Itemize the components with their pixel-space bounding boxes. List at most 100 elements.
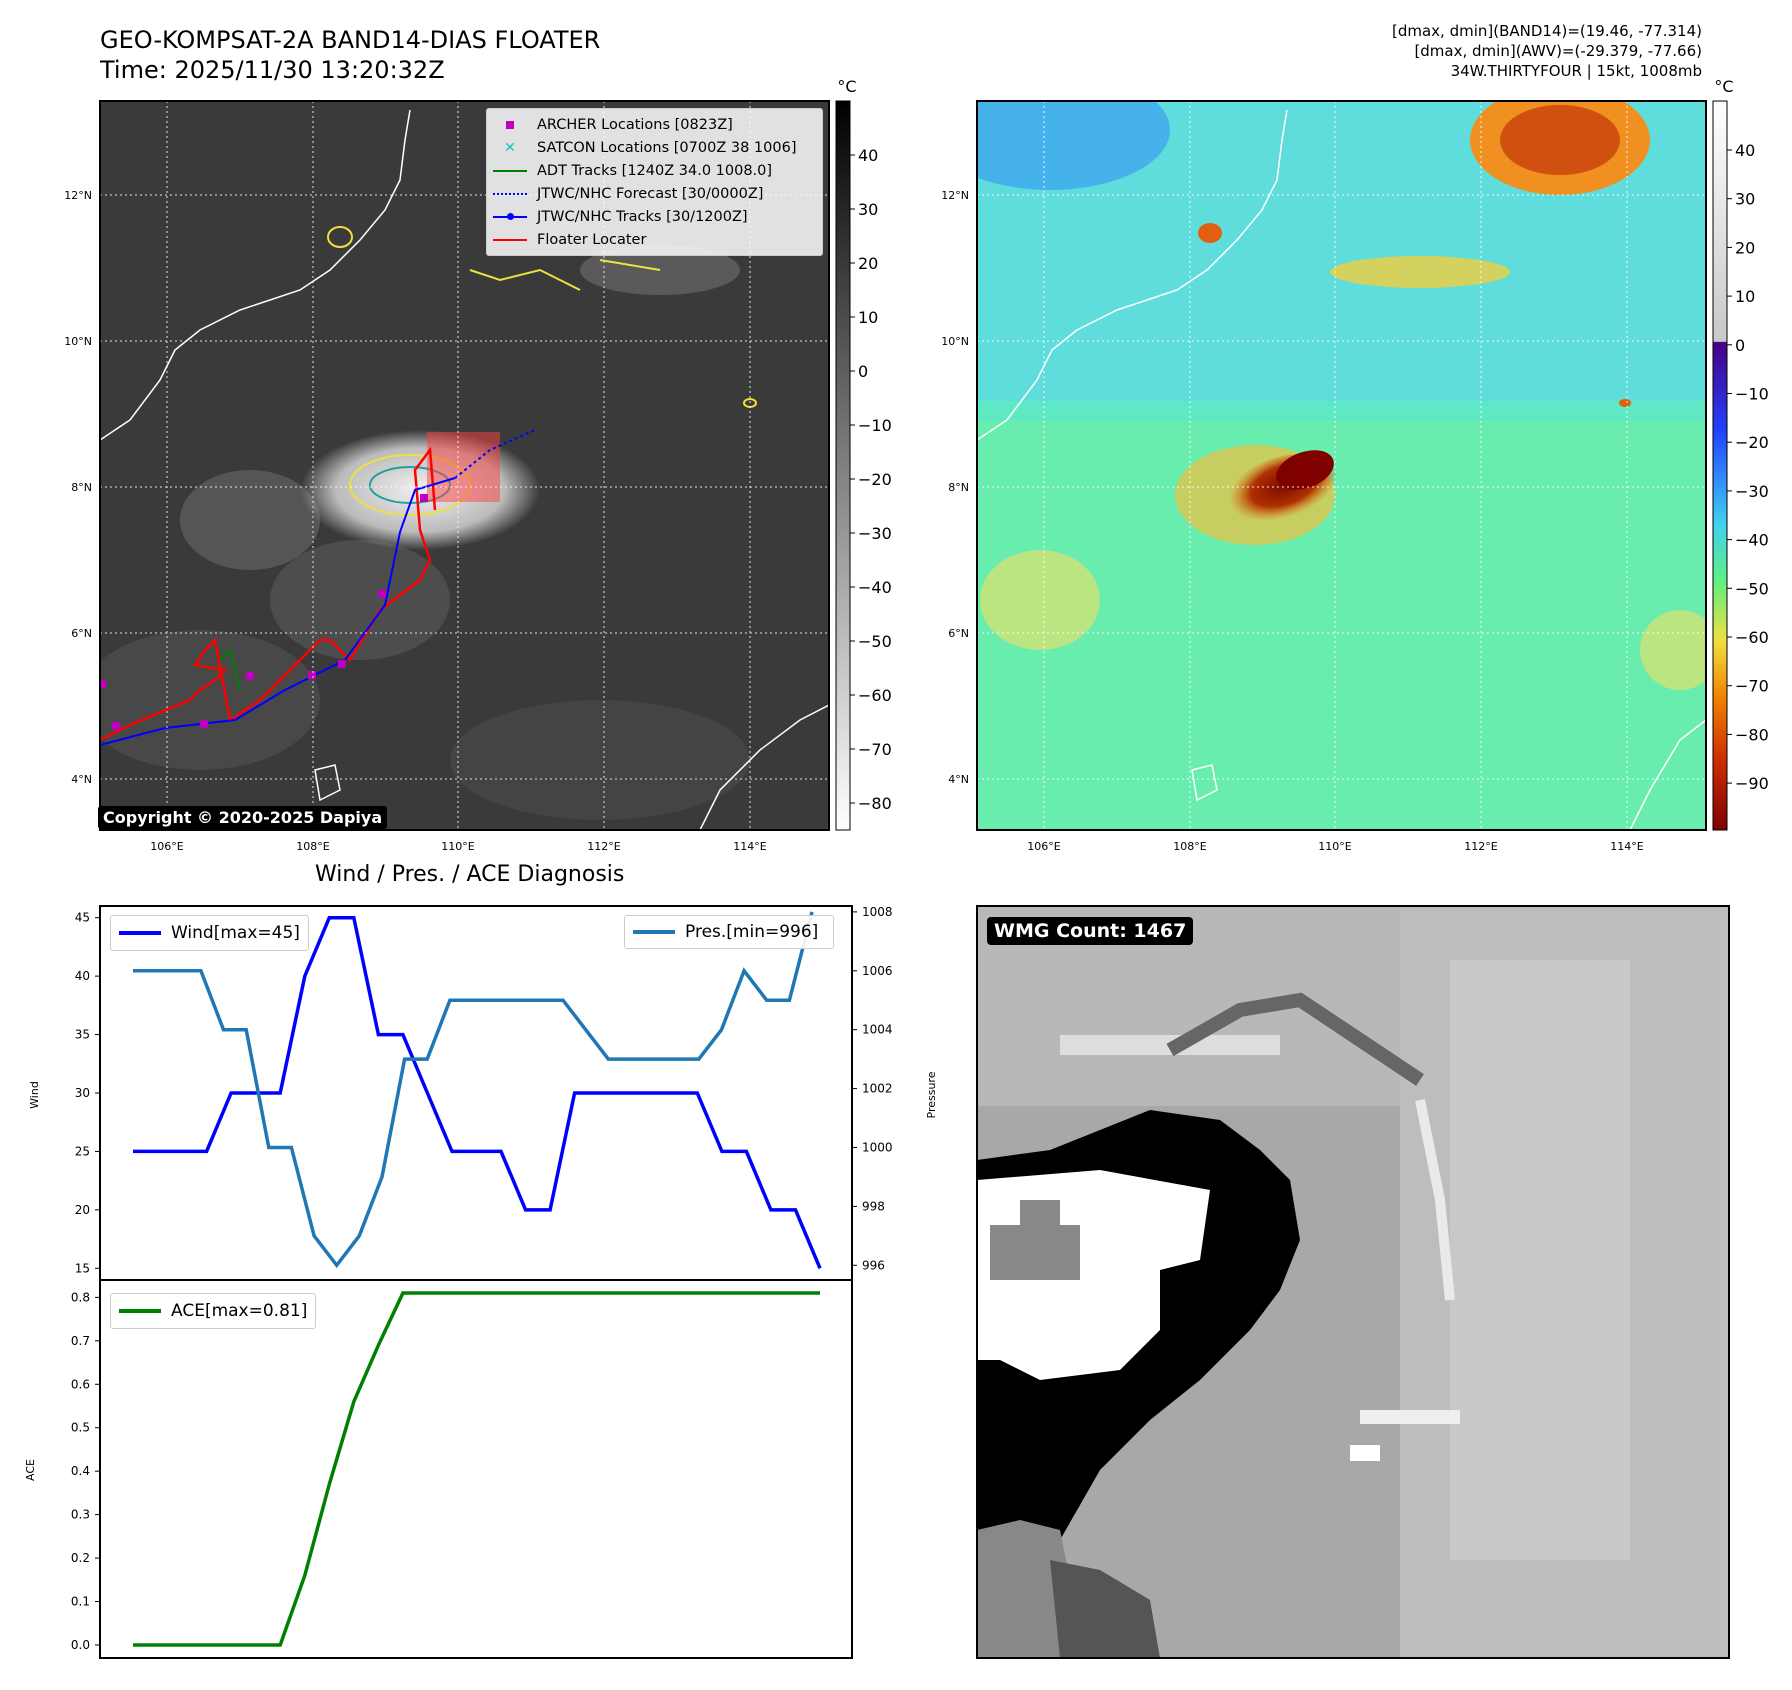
ir-colorbar-tick: 40: [858, 146, 878, 165]
ir-colorbar-tick: −10: [858, 416, 892, 435]
lat-tick-label: 10°N: [64, 335, 92, 348]
lat-tick-label: 4°N: [948, 773, 969, 786]
lon-tick-label: 108°E: [296, 840, 329, 853]
y-tick-label: 0.4: [71, 1464, 90, 1478]
lon-tick-label: 106°E: [150, 840, 183, 853]
lat-tick-label: 6°N: [948, 627, 969, 640]
awv-colorbar-tick: −70: [1735, 677, 1769, 696]
ir-colorbar-tick: −40: [858, 578, 892, 597]
y-tick-label: 1002: [862, 1082, 893, 1096]
wind-ylabel: Wind: [28, 1081, 41, 1109]
y-tick-label: 1000: [862, 1140, 893, 1154]
ir-colorbar-tick: −30: [858, 524, 892, 543]
awv-colorbar-tick: −80: [1735, 725, 1769, 744]
legend-forecast: JTWC/NHC Forecast [30/0000Z]: [487, 182, 822, 205]
pressure-legend: Pres.[min=996]: [624, 915, 834, 949]
legend-adt: ADT Tracks [1240Z 34.0 1008.0]: [487, 159, 822, 182]
awv-colorbar-tick: −30: [1735, 482, 1769, 501]
lon-tick-label: 110°E: [1318, 840, 1351, 853]
awv-colorbar-tick: 20: [1735, 238, 1755, 257]
awv-colorbar-tick: −20: [1735, 433, 1769, 452]
lat-tick-label: 10°N: [941, 335, 969, 348]
ir-colorbar-tick: −70: [858, 740, 892, 759]
ir-colorbar-tick: −20: [858, 470, 892, 489]
lat-tick-label: 8°N: [948, 481, 969, 494]
y-tick-label: 0.1: [71, 1595, 90, 1609]
legend-satcon: ✕ SATCON Locations [0700Z 38 1006]: [504, 139, 797, 156]
y-tick-label: 0.7: [71, 1334, 90, 1348]
map-legend: ARCHER Locations [0823Z] ✕ SATCON Locatio…: [486, 108, 823, 256]
y-tick-label: 30: [75, 1086, 90, 1100]
awv-colorbar-tick: −50: [1735, 579, 1769, 598]
y-tick-label: 15: [75, 1261, 90, 1275]
y-tick-label: 0.2: [71, 1551, 90, 1565]
awv-colorbar-tick: −60: [1735, 628, 1769, 647]
adt-track: [219, 648, 241, 691]
ir-colorbar-tick: 30: [858, 200, 878, 219]
y-tick-label: 996: [862, 1258, 885, 1272]
ace-legend: ACE[max=0.81]: [110, 1293, 317, 1329]
storm-info: 34W.THIRTYFOUR | 15kt, 1008mb: [1450, 62, 1702, 80]
lat-tick-label: 8°N: [71, 481, 92, 494]
wmg-image: [977, 906, 1729, 1658]
pressure-ylabel: Pressure: [925, 1071, 938, 1118]
awv-range: [dmax, dmin](AWV)=(-29.379, -77.66): [1414, 42, 1702, 60]
ir-colorbar-tick: −60: [858, 686, 892, 705]
lon-tick-label: 114°E: [1610, 840, 1643, 853]
lat-tick-label: 6°N: [71, 627, 92, 640]
diagnosis-title: Wind / Pres. / ACE Diagnosis: [315, 862, 625, 887]
wind-legend: Wind[max=45]: [110, 915, 309, 951]
y-tick-label: 0.0: [71, 1638, 90, 1652]
pressure-plot: 996 998 1000 1002 1004 1006 1008: [132, 905, 893, 1272]
legend-floater: Floater Locater: [487, 228, 822, 251]
y-tick-label: 20: [75, 1203, 90, 1217]
lat-tick-label: 12°N: [64, 189, 92, 202]
y-tick-label: 998: [862, 1199, 885, 1213]
awv-colorbar-tick: −90: [1735, 774, 1769, 793]
awv-colorbar-tick: −40: [1735, 531, 1769, 550]
awv-colorbar-tick: −10: [1735, 385, 1769, 404]
ace-panel: [99, 1279, 853, 1659]
lon-tick-label: 112°E: [587, 840, 620, 853]
lat-tick-label: 4°N: [71, 773, 92, 786]
ir-colorbar-unit: °C: [837, 77, 856, 96]
y-tick-label: 0.8: [71, 1290, 90, 1304]
legend-archer: ARCHER Locations [0823Z]: [487, 113, 822, 136]
wmg-count-label: WMG Count: 1467: [987, 917, 1194, 945]
y-tick-label: 25: [75, 1144, 90, 1158]
lon-tick-label: 112°E: [1464, 840, 1497, 853]
copyright-label: Copyright © 2020-2025 Dapiya: [98, 806, 388, 829]
y-tick-label: 1006: [862, 964, 893, 978]
archer-markers: [100, 494, 428, 730]
y-tick-label: 40: [75, 969, 90, 983]
ir-colorbar-tick: 0: [858, 362, 868, 381]
lon-tick-label: 114°E: [733, 840, 766, 853]
awv-map: [977, 101, 1706, 830]
awv-colorbar-tick: 10: [1735, 287, 1755, 306]
map-title: GEO-KOMPSAT-2A BAND14-DIAS FLOATER: [100, 26, 601, 54]
ace-plot: 0.0 0.1 0.2 0.3 0.4 0.5 0.6 0.7 0.8: [71, 1290, 821, 1652]
floater-track: [100, 446, 437, 742]
lat-tick-label: 12°N: [941, 189, 969, 202]
awv-colorbar-unit: °C: [1714, 77, 1733, 96]
y-tick-label: 0.5: [71, 1421, 90, 1435]
y-tick-label: 35: [75, 1028, 90, 1042]
awv-colorbar-tick: 40: [1735, 141, 1755, 160]
wind-plot: 15 20 25 30 35 40 45: [75, 911, 822, 1275]
map-time: Time: 2025/11/30 13:20:32Z: [100, 56, 445, 84]
ir-colorbar-tick: 10: [858, 308, 878, 327]
wind-pres-panel: [99, 905, 853, 1281]
y-tick-label: 0.6: [71, 1377, 90, 1391]
y-tick-label: 0.3: [71, 1508, 90, 1522]
ace-ylabel: ACE: [24, 1459, 37, 1481]
y-tick-label: 1004: [862, 1023, 893, 1037]
awv-colorbar: [1712, 100, 1728, 831]
ir-colorbar-tick: 20: [858, 254, 878, 273]
ir-colorbar-tick: −80: [858, 794, 892, 813]
y-tick-label: 45: [75, 911, 90, 925]
lon-tick-label: 106°E: [1027, 840, 1060, 853]
lon-tick-label: 108°E: [1173, 840, 1206, 853]
ir-colorbar-tick: −50: [858, 632, 892, 651]
legend-jtwc: JTWC/NHC Tracks [30/1200Z]: [487, 205, 822, 228]
